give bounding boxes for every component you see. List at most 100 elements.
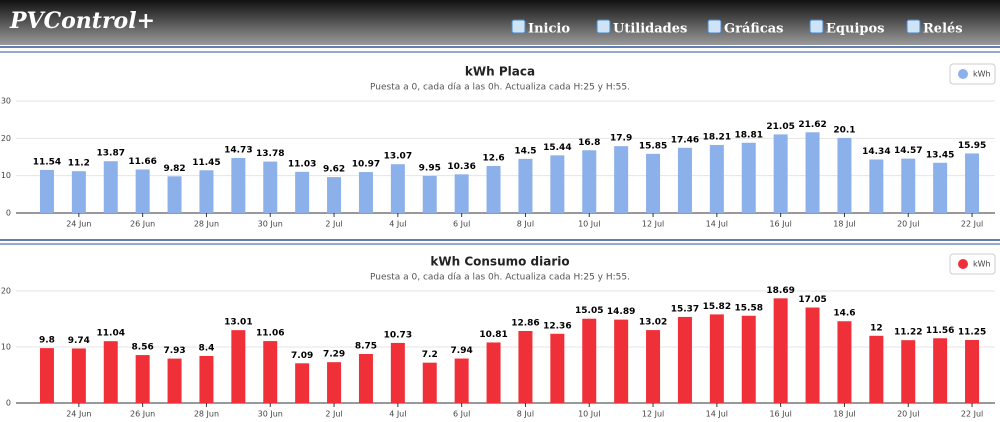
data-label: 10.73	[384, 330, 412, 340]
bar	[741, 315, 756, 403]
bar	[422, 175, 437, 213]
chart-subtitle: Puesta a 0, cada día a las 0h. Actualiza…	[370, 83, 630, 93]
y-tick-label: 20	[1, 134, 11, 143]
data-label: 14.89	[607, 307, 635, 317]
x-tick-label: 14 Jul	[706, 410, 728, 419]
bar	[965, 340, 980, 403]
data-label: 15.58	[735, 303, 763, 313]
nav-item[interactable]: Equipos	[826, 22, 884, 37]
y-tick-label: 20	[1, 287, 11, 296]
legend-label: kWh	[973, 70, 991, 79]
x-tick-label: 12 Jul	[642, 220, 664, 229]
bar	[965, 153, 980, 213]
legend-swatch	[958, 259, 968, 269]
legend-box	[949, 253, 996, 275]
bar	[486, 342, 501, 403]
chart-subtitle: Puesta a 0, cada día a las 0h. Actualiza…	[370, 273, 630, 283]
data-label: 15.95	[958, 141, 986, 151]
data-label: 10.97	[352, 160, 380, 170]
nav-icon[interactable]	[809, 19, 824, 34]
x-tick-label: 30 Jun	[258, 410, 283, 419]
nav-item[interactable]: Inicio	[528, 22, 570, 37]
bar	[614, 319, 629, 403]
legend-box	[949, 63, 996, 85]
data-label: 12.36	[543, 321, 571, 331]
nav-icon[interactable]	[906, 19, 921, 34]
data-label: 15.82	[703, 302, 731, 312]
nav-item[interactable]: Relés	[923, 22, 963, 37]
data-label: 7.94	[451, 346, 473, 356]
data-label: 18.21	[703, 133, 731, 143]
data-label: 13.01	[224, 318, 252, 328]
nav-item[interactable]: Gráficas	[724, 22, 783, 37]
bar	[614, 146, 629, 213]
x-tick-label: 28 Jun	[194, 220, 219, 229]
x-tick-label: 24 Jun	[66, 220, 91, 229]
bar	[646, 330, 661, 403]
bar	[327, 177, 342, 213]
bar	[518, 158, 533, 213]
bar	[582, 318, 597, 403]
data-label: 13.78	[256, 149, 284, 159]
bar	[550, 333, 565, 403]
x-tick-label: 30 Jun	[258, 220, 283, 229]
bar	[901, 340, 916, 403]
nav-item[interactable]: Utilidades	[613, 22, 687, 37]
bar	[550, 155, 565, 213]
legend-label: kWh	[973, 260, 991, 269]
bar	[677, 147, 692, 213]
bar	[199, 170, 214, 213]
data-label: 14.57	[894, 146, 922, 156]
bar	[709, 145, 724, 213]
bar	[263, 161, 278, 213]
bar	[869, 159, 884, 213]
bar	[454, 358, 469, 403]
bar	[933, 162, 948, 213]
data-label: 11.66	[128, 157, 156, 167]
bar	[837, 137, 852, 213]
data-label: 12	[870, 323, 883, 333]
bar	[390, 164, 405, 213]
x-tick-label: 16 Jul	[769, 410, 791, 419]
data-label: 15.37	[671, 304, 699, 314]
data-label: 8.75	[355, 342, 377, 352]
legend-swatch	[958, 69, 968, 79]
data-label: 14.73	[224, 146, 252, 156]
x-tick-label: 10 Jul	[578, 220, 600, 229]
data-label: 9.74	[68, 336, 90, 346]
bar	[390, 342, 405, 403]
data-label: 13.45	[926, 150, 954, 160]
x-tick-label: 26 Jun	[130, 220, 155, 229]
bar	[837, 321, 852, 403]
y-tick-label: 10	[1, 343, 11, 352]
data-label: 9.82	[163, 164, 185, 174]
data-label: 11.04	[97, 329, 125, 339]
x-tick-label: 22 Jul	[961, 410, 983, 419]
data-label: 11.06	[256, 329, 284, 339]
data-label: 18.69	[766, 286, 794, 296]
x-tick-label: 24 Jun	[66, 410, 91, 419]
x-tick-label: 20 Jul	[897, 220, 919, 229]
data-label: 15.44	[543, 143, 571, 153]
bar	[135, 355, 150, 403]
bar	[869, 335, 884, 403]
bar	[39, 169, 54, 213]
x-tick-label: 22 Jul	[961, 220, 983, 229]
data-label: 12.6	[482, 153, 504, 163]
x-tick-label: 4 Jul	[389, 220, 406, 229]
nav-icon[interactable]	[707, 19, 722, 34]
data-label: 16.8	[578, 138, 600, 148]
nav-icon[interactable]	[511, 19, 526, 34]
data-label: 14.5	[514, 146, 536, 156]
data-label: 15.85	[639, 141, 667, 151]
bar	[773, 298, 788, 403]
x-tick-label: 20 Jul	[897, 410, 919, 419]
data-label: 15.05	[575, 306, 603, 316]
bar	[39, 348, 54, 403]
header-bar	[0, 0, 1000, 45]
bar	[486, 165, 501, 213]
bar	[167, 176, 182, 213]
bar	[741, 142, 756, 213]
x-tick-label: 14 Jul	[706, 220, 728, 229]
nav-icon[interactable]	[596, 19, 611, 34]
